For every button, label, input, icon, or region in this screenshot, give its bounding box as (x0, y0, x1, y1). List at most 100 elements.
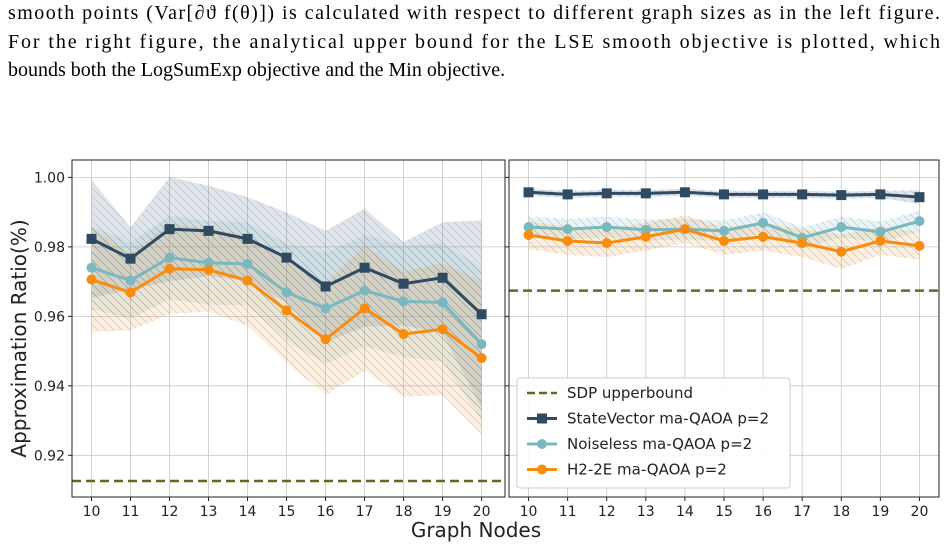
marker (359, 303, 370, 314)
x-tick-label: 17 (793, 504, 811, 520)
marker (523, 230, 534, 241)
marker (875, 235, 886, 246)
marker (476, 339, 487, 350)
y-tick-label: 0.98 (34, 240, 65, 256)
marker (914, 240, 925, 251)
x-tick-label: 14 (239, 504, 257, 520)
marker (719, 225, 729, 236)
x-tick-label: 11 (559, 504, 577, 520)
marker (758, 189, 769, 200)
plot-frame (71, 159, 506, 498)
x-tick-label: 11 (122, 504, 140, 520)
marker (398, 278, 409, 289)
marker (476, 309, 487, 320)
marker (679, 187, 690, 198)
marker (719, 235, 729, 246)
x-tick-label: 15 (278, 504, 296, 520)
x-tick-label: 12 (161, 504, 179, 520)
marker (875, 226, 886, 237)
marker (164, 263, 175, 274)
marker (125, 287, 136, 298)
marker (476, 353, 487, 364)
marker (398, 296, 409, 307)
marker (320, 334, 331, 345)
marker (914, 216, 925, 227)
marker (86, 274, 97, 285)
x-axis-label: Graph Nodes (411, 518, 541, 542)
y-tick-label: 0.92 (34, 448, 65, 464)
legend-marker (537, 439, 547, 449)
marker (562, 189, 573, 200)
marker (836, 190, 847, 201)
marker (797, 189, 808, 200)
x-tick-label: 13 (200, 504, 218, 520)
marker (797, 238, 808, 249)
marker (320, 303, 331, 314)
x-tick-label: 14 (676, 504, 694, 520)
marker (601, 238, 612, 249)
marker (562, 224, 573, 235)
marker (398, 329, 409, 340)
legend-box (516, 377, 791, 489)
x-tick-label: 10 (520, 504, 538, 520)
marker (758, 217, 769, 228)
marker (523, 187, 534, 198)
marker (640, 224, 651, 235)
marker (125, 275, 136, 286)
legend-label: SDP upperbound (567, 384, 693, 402)
marker (203, 257, 214, 268)
marker (86, 262, 97, 273)
marker (203, 264, 214, 275)
x-tick-label: 19 (434, 504, 452, 520)
marker (359, 285, 370, 296)
legend-label: StateVector ma-QAOA p=2 (567, 410, 769, 428)
x-tick-label: 16 (754, 504, 772, 520)
x-tick-label: 19 (871, 504, 889, 520)
x-tick-label: 15 (715, 504, 733, 520)
marker (562, 235, 573, 246)
marker (601, 222, 612, 233)
marker (359, 262, 370, 273)
legend-marker (537, 413, 547, 424)
y-axis-label: Approximation Ratio(%) (7, 219, 31, 457)
marker (640, 231, 651, 242)
legend-label: Noiseless ma-QAOA p=2 (567, 435, 752, 453)
marker (875, 189, 886, 200)
y-tick-label: 1.00 (34, 170, 65, 186)
marker (437, 324, 448, 335)
x-tick-label: 10 (83, 504, 101, 520)
marker (125, 253, 136, 264)
marker (437, 297, 448, 308)
x-tick-label: 13 (637, 504, 655, 520)
y-tick-label: 0.94 (34, 379, 65, 395)
marker (836, 222, 847, 233)
marker (242, 233, 253, 244)
paragraph-line: smooth points (Var[∂ϑ f(θ)]) is calculat… (8, 2, 940, 24)
marker (242, 275, 253, 286)
y-tick-label: 0.96 (34, 309, 65, 325)
marker (523, 222, 534, 233)
x-tick-label: 17 (356, 504, 374, 520)
paragraph-line: bounds both the LogSumExp objective and … (8, 59, 505, 81)
x-tick-label: 12 (598, 504, 616, 520)
marker (164, 252, 175, 263)
paragraph-line: For the right figure, the analytical upp… (8, 31, 940, 53)
legend-label: H2-2E ma-QAOA p=2 (567, 461, 727, 479)
marker (679, 224, 690, 235)
marker (601, 188, 612, 199)
marker (203, 225, 214, 236)
marker (86, 233, 97, 244)
marker (281, 305, 292, 316)
marker (281, 252, 292, 263)
x-tick-label: 18 (832, 504, 850, 520)
marker (914, 192, 925, 203)
marker (437, 272, 448, 283)
marker (758, 231, 769, 242)
marker (320, 281, 331, 292)
x-tick-label: 20 (911, 504, 929, 520)
marker (164, 224, 175, 235)
x-tick-label: 20 (473, 504, 491, 520)
legend-marker (537, 464, 547, 475)
